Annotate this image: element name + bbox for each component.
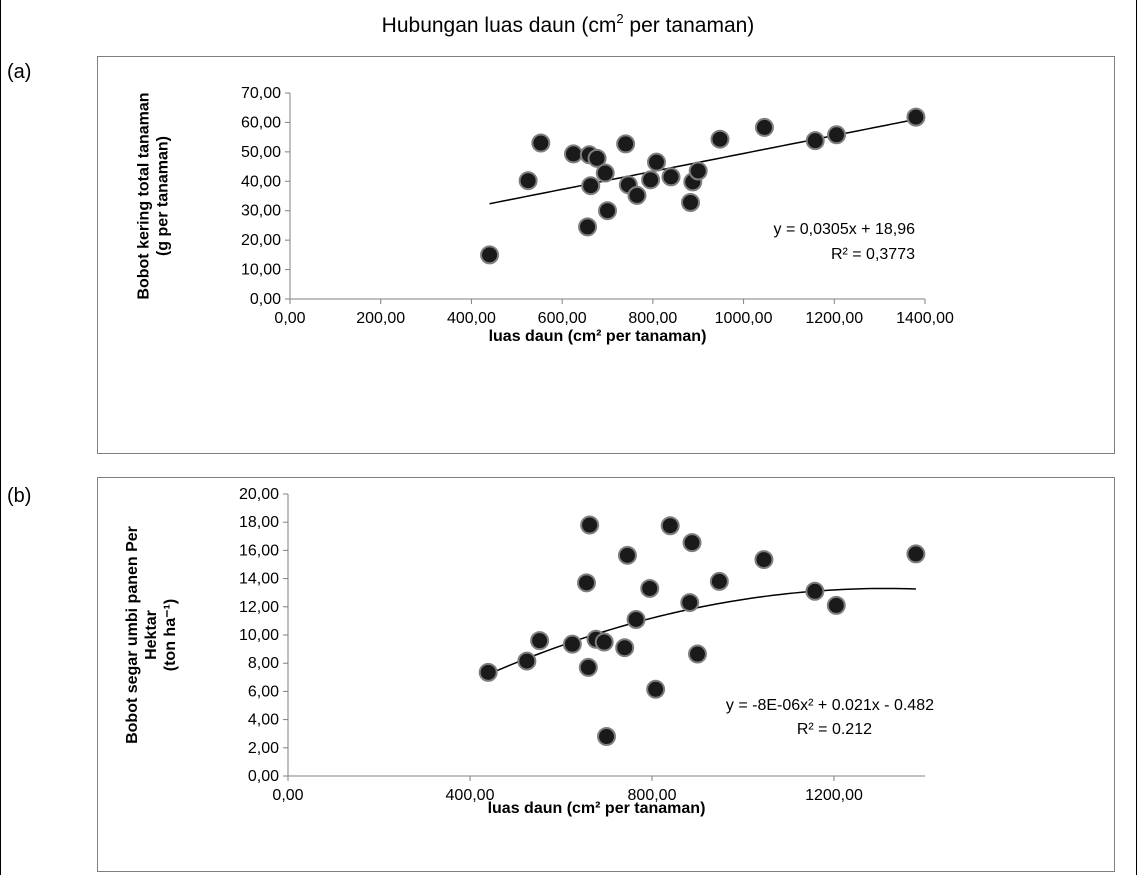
figure-title: Hubungan luas daun (cm2 per tanaman): [382, 11, 755, 37]
data-point: [646, 152, 666, 172]
y-tick-label: 12,00: [239, 599, 279, 616]
x-tick-label: 600,00: [538, 310, 587, 327]
data-point: [641, 170, 661, 190]
panel-b-chart-border: [97, 477, 1115, 872]
x-tick-label: 1200,00: [805, 787, 863, 804]
panel-a-label: (a): [7, 61, 31, 83]
data-point: [709, 571, 729, 591]
data-point: [688, 161, 708, 181]
y-tick-label: 10,00: [239, 627, 279, 644]
x-tick-label: 1000,00: [715, 310, 773, 327]
data-point: [617, 545, 637, 565]
data-point: [598, 201, 617, 221]
panel-b: (b) 0,00 2,00 4,00 6,00 8,00 10,00 12,00 14,00 1…: [7, 477, 1115, 872]
y-tick-label: 0,00: [248, 768, 279, 785]
data-point: [530, 631, 550, 651]
data-point: [710, 129, 730, 149]
data-point: [518, 171, 538, 191]
y-tick-label: 16,00: [239, 542, 279, 559]
data-point: [627, 185, 647, 205]
data-point: [680, 593, 700, 613]
y-axis-title-line: (ton ha⁻¹): [162, 599, 179, 671]
data-point: [682, 533, 702, 553]
panel-a-chart-border: [97, 56, 1115, 454]
x-tick-label: 1400,00: [896, 310, 954, 327]
data-point: [754, 550, 774, 570]
data-point: [615, 638, 635, 658]
plot-area-b: 0,00 2,00 4,00 6,00 8,00 10,00 12,00 14,00 16,00…: [124, 486, 934, 817]
y-tick-label: 6,00: [248, 683, 279, 700]
data-point: [906, 544, 926, 564]
x-tick-label: 400,00: [447, 310, 496, 327]
data-point: [578, 657, 598, 677]
data-point: [646, 679, 666, 699]
data-point: [626, 609, 646, 629]
data-point: [597, 727, 616, 747]
y-tick-label: 10,00: [241, 262, 281, 279]
y-tick-label: 20,00: [241, 232, 281, 249]
y-tick-label: 4,00: [248, 712, 279, 729]
data-point: [517, 651, 537, 671]
data-point: [563, 144, 583, 164]
data-point: [594, 632, 614, 652]
data-point: [827, 125, 847, 145]
y-axis-title-line: Bobot kering total tanaman: [136, 92, 153, 299]
data-point: [688, 644, 707, 664]
x-tick-label: 200,00: [356, 310, 405, 327]
x-tick-label: 800,00: [628, 787, 677, 804]
x-tick-label: 1200,00: [805, 310, 863, 327]
y-tick-label: 0,00: [250, 291, 281, 308]
x-axis-title: luas daun (cm² per tanaman): [488, 800, 706, 817]
y-tick-label: 20,00: [239, 486, 279, 503]
x-tick-label: 400,00: [446, 787, 495, 804]
data-point: [578, 217, 598, 237]
y-tick-label: 2,00: [248, 740, 279, 757]
trendline-equation: y = -8E-06x² + 0.021x - 0.482: [726, 697, 934, 714]
data-point: [478, 662, 498, 682]
trendline-equation: y = 0,0305x + 18,96: [774, 221, 916, 238]
data-point: [660, 516, 680, 536]
x-tick-label: 0,00: [272, 787, 303, 804]
data-point: [826, 595, 846, 615]
y-axis-title-line: Hektar: [143, 610, 160, 660]
plot-area-a: 0,00 10,00 20,00 30,00 40,00 50,00 60,00 70,00 0…: [136, 85, 955, 345]
data-point: [581, 176, 601, 196]
y-tick-label: 30,00: [241, 203, 281, 220]
data-point: [681, 192, 701, 212]
data-point: [754, 117, 774, 137]
r-squared-label: R² = 0,3773: [831, 246, 915, 263]
x-tick-label: 800,00: [628, 310, 677, 327]
y-tick-label: 18,00: [239, 514, 279, 531]
data-point: [595, 163, 615, 183]
data-point: [640, 578, 660, 598]
data-point: [805, 581, 825, 601]
data-point: [531, 133, 551, 153]
panel-b-label: (b): [7, 485, 31, 507]
y-tick-label: 14,00: [239, 571, 279, 588]
r-squared-label: R² = 0.212: [797, 721, 872, 738]
y-tick-label: 60,00: [241, 114, 281, 131]
y-tick-label: 50,00: [241, 144, 281, 161]
data-point: [616, 134, 636, 154]
y-tick-label: 70,00: [241, 85, 281, 102]
data-point: [906, 107, 926, 127]
data-point: [661, 167, 681, 187]
data-point: [562, 634, 582, 654]
y-tick-label: 40,00: [241, 173, 281, 190]
x-tick-label: 0,00: [274, 310, 305, 327]
x-axis-title: luas daun (cm² per tanaman): [489, 328, 707, 345]
trendline: [487, 587, 916, 676]
data-point: [587, 148, 607, 168]
trendline: [489, 118, 917, 205]
data-point: [805, 131, 825, 151]
data-point: [480, 245, 500, 265]
data-point: [576, 573, 596, 593]
data-point: [580, 515, 600, 535]
figure-title-superscript: 2: [616, 11, 623, 26]
y-tick-label: 8,00: [248, 655, 279, 672]
y-axis-title-line: Bobot segar umbi panen Per: [124, 526, 141, 744]
y-axis-title-line: (g per tanaman): [155, 136, 172, 256]
panel-a: (a) 0,00 10,00 20,00 30,00 40,00 50,00 60,00 70…: [7, 56, 1115, 454]
